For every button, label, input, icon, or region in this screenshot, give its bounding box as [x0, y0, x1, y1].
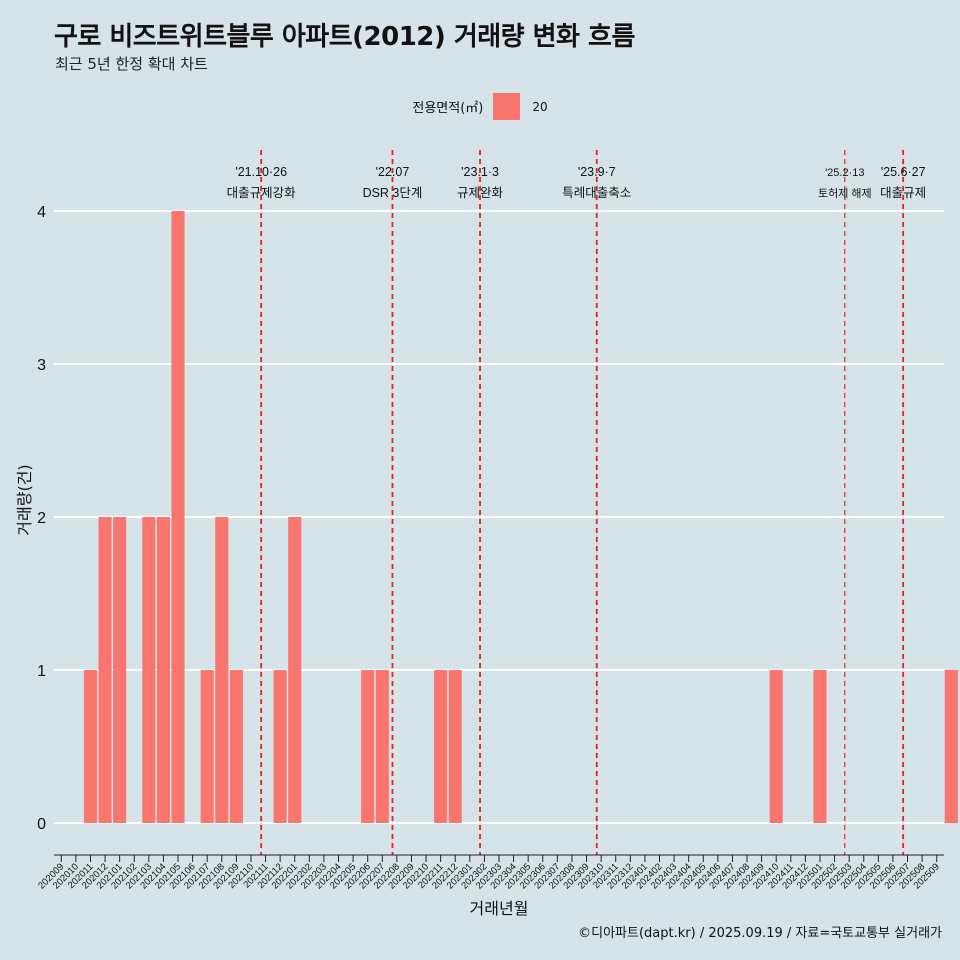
bar: [229, 670, 243, 823]
legend-title: 전용면적(㎡): [412, 101, 484, 116]
event-label: 특례대출축소: [562, 186, 631, 200]
legend-key: [493, 93, 521, 120]
bar: [83, 670, 98, 823]
event-date: '22.07: [376, 165, 410, 179]
bar: [156, 517, 170, 823]
bar: [361, 670, 375, 823]
chart-title: 구로 비즈트위트블루 아파트(2012) 거래량 변화 흐름: [54, 22, 635, 52]
bar: [375, 670, 389, 823]
y-tick-label: 0: [37, 816, 46, 833]
bar: [944, 670, 958, 823]
bar: [113, 517, 127, 823]
event-label: 토허제 해제: [818, 186, 872, 200]
y-tick-label: 3: [37, 357, 46, 374]
bar: [769, 670, 783, 823]
bar: [434, 670, 448, 823]
legend: 전용면적(㎡) 20: [0, 93, 960, 120]
x-axis-title: 거래년월: [470, 899, 529, 918]
chart-subtitle: 최근 5년 한정 확대 차트: [55, 55, 208, 73]
event-label: 규제완화: [457, 186, 504, 200]
event-date: '23.9·7: [578, 165, 616, 179]
event-date: '23.1·3: [461, 165, 499, 179]
bar: [200, 670, 214, 823]
bar: [448, 670, 462, 823]
bar: [273, 670, 287, 823]
bar: [215, 517, 229, 823]
y-tick-label: 2: [37, 510, 46, 527]
event-label: DSR 3단계: [363, 186, 423, 200]
event-label: 대출규제강화: [227, 186, 297, 200]
event-date: '25.6·27: [881, 165, 926, 179]
y-tick-label: 4: [37, 204, 46, 221]
y-axis-title: 거래량(건): [15, 464, 34, 535]
legend-label: 20: [532, 99, 548, 114]
y-tick-label: 1: [37, 663, 46, 680]
event-date: '21.10·26: [235, 165, 287, 179]
bar: [813, 670, 827, 823]
source-caption: ©디아파트(dapt.kr) / 2025.09.19 / 자료=국토교통부 실…: [578, 926, 942, 941]
event-date: '25.2·13: [825, 167, 864, 179]
bar: [288, 517, 302, 823]
bar: [171, 211, 185, 823]
bar: [98, 517, 112, 823]
bar: [142, 517, 156, 823]
event-label: 대출규제: [880, 186, 926, 200]
